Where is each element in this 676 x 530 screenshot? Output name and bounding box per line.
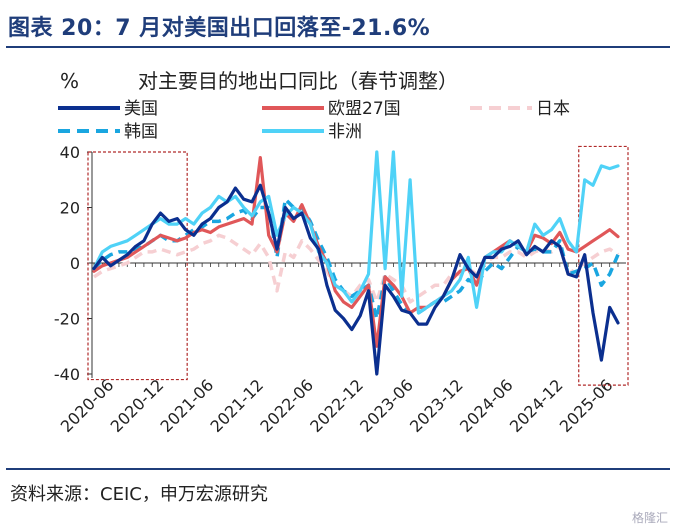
source-note: 资料来源：CEIC，申万宏源研究 [10, 484, 268, 505]
x-tick-label: 2020-06 [57, 375, 118, 436]
x-tick-label: 2024-06 [456, 375, 517, 436]
x-tick-label: 2024-12 [506, 375, 567, 436]
x-tick-label: 2021-12 [206, 375, 267, 436]
legend-label: 美国 [124, 99, 158, 119]
y-tick-label: 20 [60, 199, 80, 218]
legend-label: 欧盟27国 [328, 99, 401, 119]
y-axis-unit-label: % [60, 69, 79, 93]
chart-subtitle: 对主要目的地出口同比（春节调整） [138, 69, 458, 93]
x-tick-label: 2025-06 [556, 375, 617, 436]
legend-label: 韩国 [124, 122, 158, 142]
x-tick-label: 2023-12 [406, 375, 467, 436]
highlight-box [87, 151, 188, 381]
title-rule [6, 46, 670, 48]
x-tick-label: 2022-12 [306, 375, 367, 436]
series-line-美国 [92, 183, 620, 376]
y-tick-label: 0 [70, 254, 80, 273]
series-line-日本 [93, 233, 619, 304]
y-tick-label: -40 [54, 365, 80, 384]
y-tick-label: 40 [60, 143, 80, 162]
series-lines [92, 150, 620, 376]
x-tick-label: 2020-12 [107, 375, 168, 436]
chart-figure-title: 图表 20：7 月对美国出口回落至-21.6% [8, 16, 431, 41]
watermark-logo: 格隆汇 [631, 511, 668, 525]
series-line-非洲 [92, 150, 620, 315]
x-tick-label: 2022-06 [256, 375, 317, 436]
y-tick-label: -20 [54, 310, 80, 329]
series-line-欧盟27国 [92, 156, 620, 348]
x-tick-label: 2023-06 [356, 375, 417, 436]
legend-label: 非洲 [328, 122, 362, 142]
x-tick-label: 2021-06 [157, 375, 218, 436]
footer-rule [6, 468, 670, 470]
legend-label: 日本 [536, 99, 570, 119]
